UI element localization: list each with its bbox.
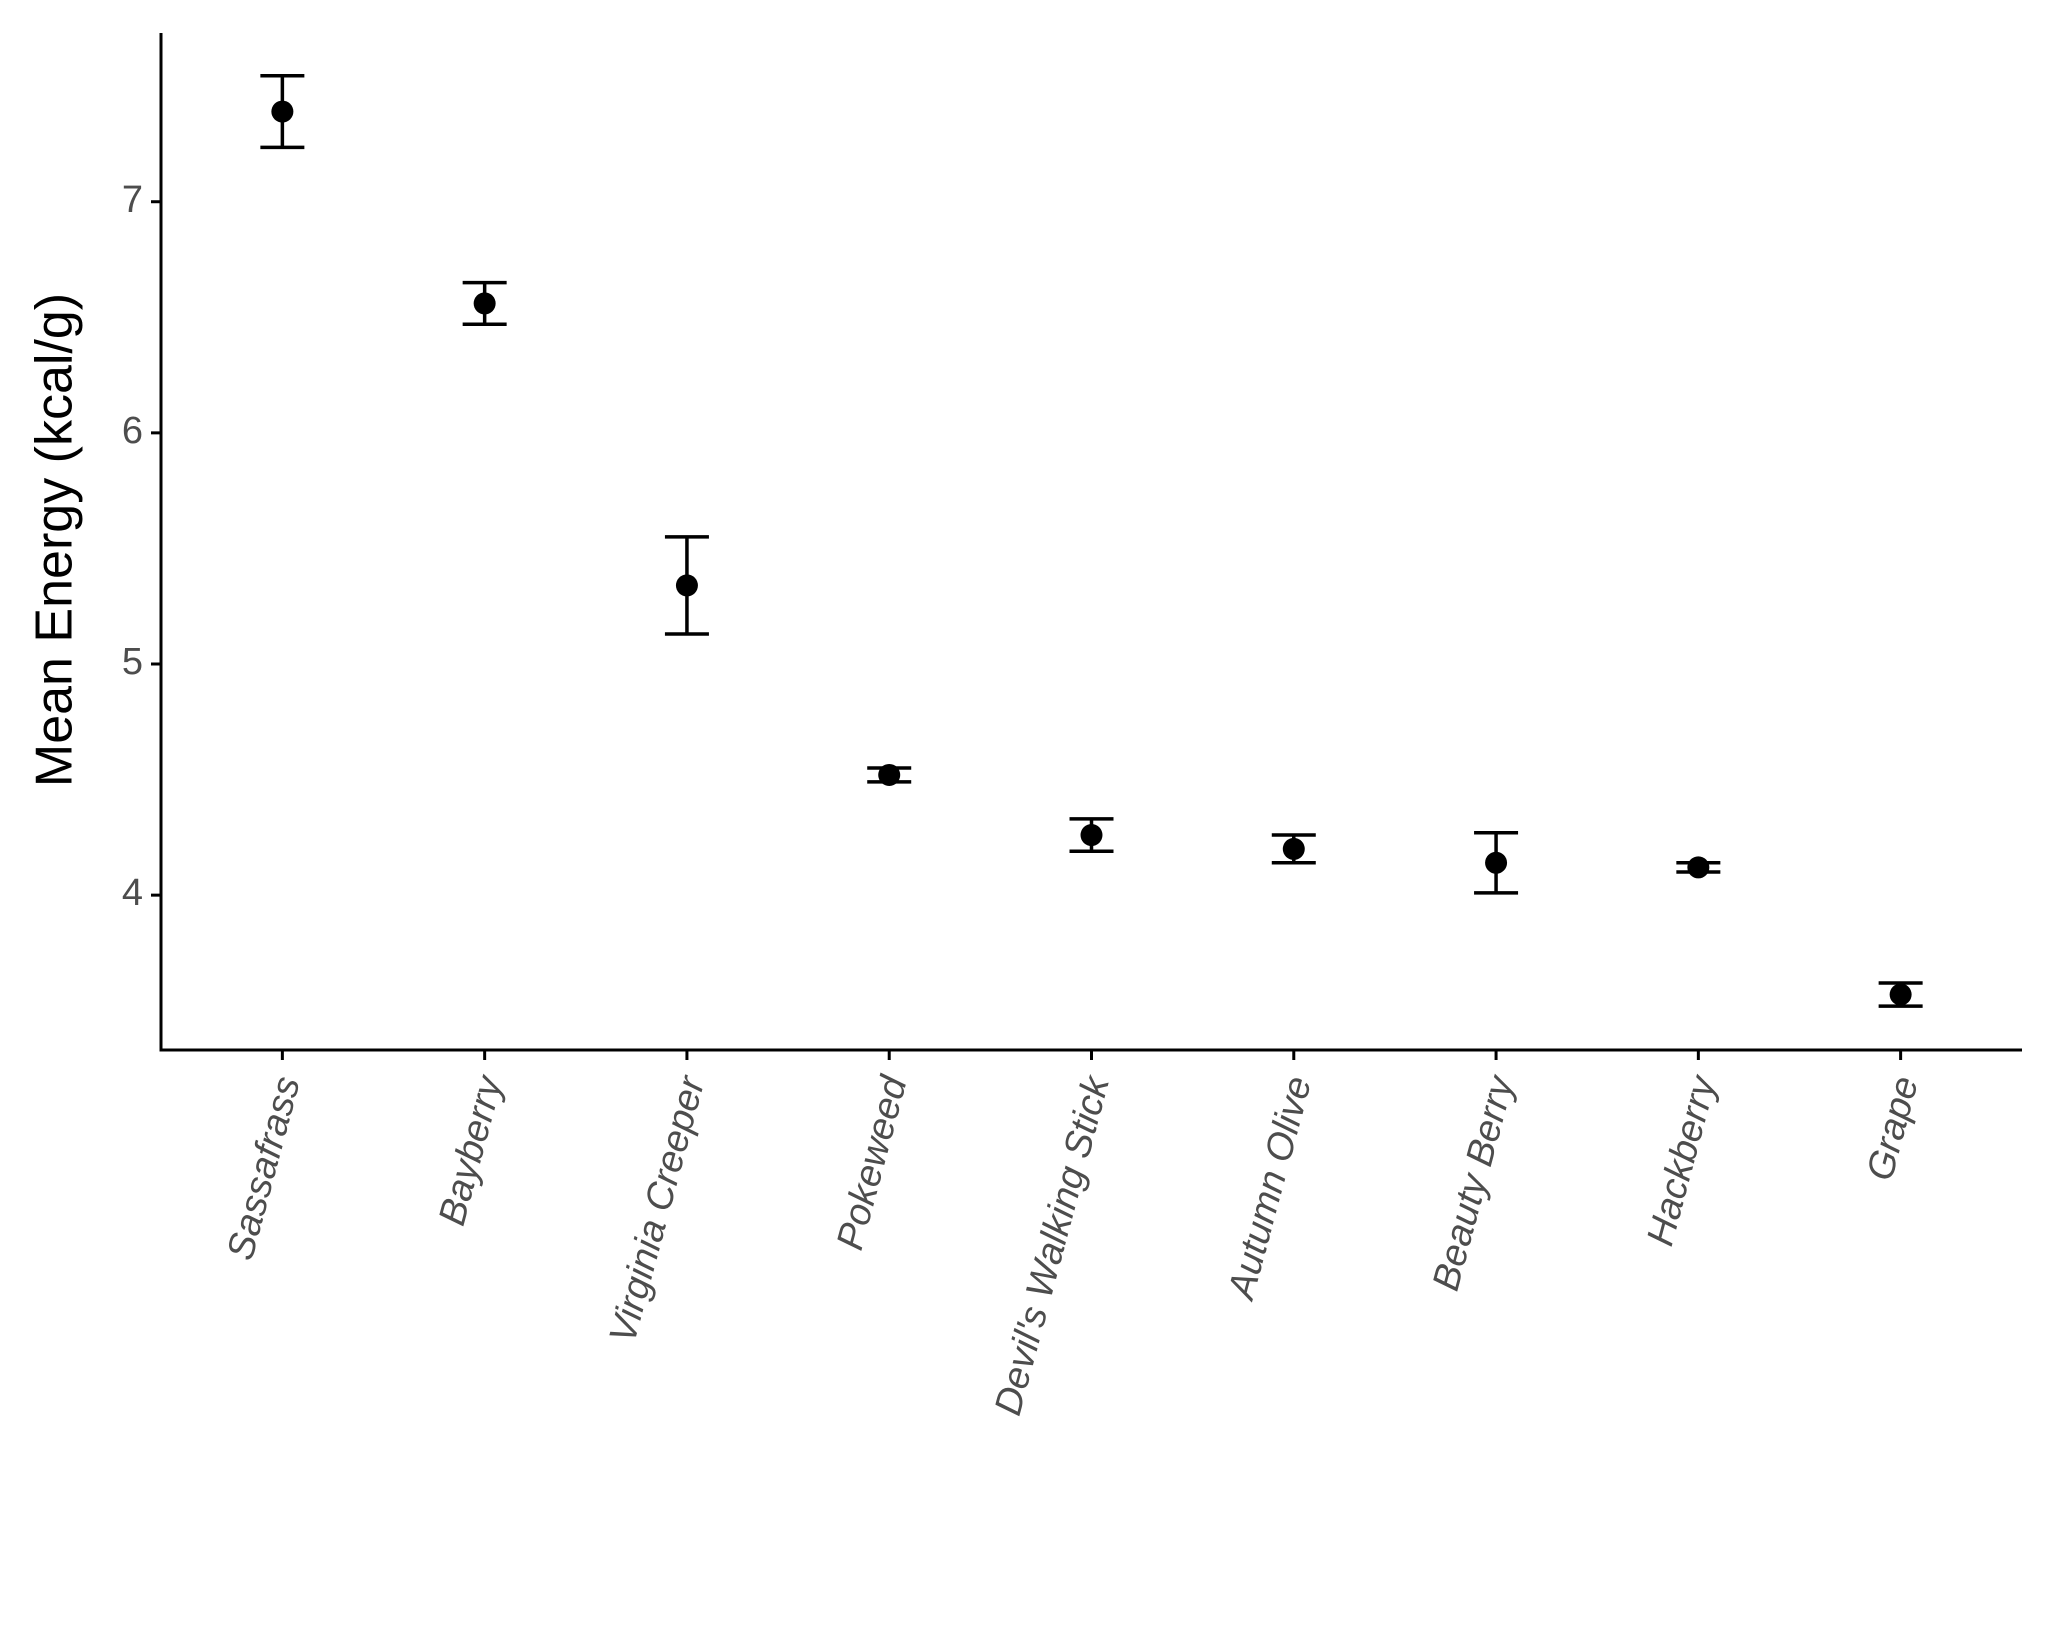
point	[473, 292, 496, 315]
y-tick-label: 6	[122, 410, 143, 452]
x-tick-label: Grape	[1859, 1072, 1927, 1185]
y-tick-label: 4	[122, 872, 143, 914]
point	[1687, 856, 1710, 879]
x-tick-label: Devil's Walking Stick	[987, 1070, 1118, 1420]
x-tick-label: Hackberry	[1639, 1070, 1725, 1250]
y-tick-label: 7	[122, 179, 143, 221]
point	[271, 100, 294, 123]
x-tick-label: Virginia Creeper	[602, 1071, 714, 1348]
y-axis-title: Mean Energy (kcal/g)	[26, 293, 84, 787]
x-tick-label: Bayberry	[431, 1070, 511, 1230]
point	[1485, 851, 1508, 874]
point	[1282, 837, 1305, 860]
x-tick-label: Sassafrass	[220, 1072, 309, 1264]
x-tick-label: Pokeweed	[829, 1070, 916, 1254]
point	[1889, 983, 1912, 1006]
point	[878, 763, 901, 786]
y-tick-label: 5	[122, 641, 143, 683]
x-tick-label: Beauty Berry	[1425, 1070, 1523, 1295]
point	[1080, 824, 1103, 847]
point	[675, 574, 698, 597]
x-tick-label: Autumn Olive	[1220, 1072, 1320, 1305]
